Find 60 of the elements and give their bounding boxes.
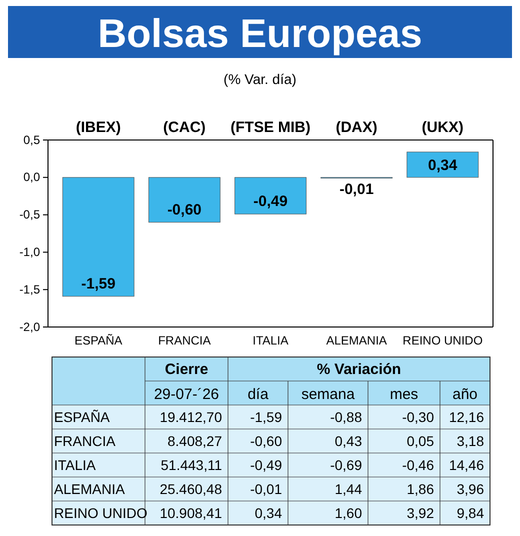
y-tick-label: -0,5 [19, 208, 40, 222]
category-label: REINO UNIDO [54, 505, 148, 521]
x-tick-label: ALEMANIA [326, 333, 387, 348]
text: 3,92 [406, 505, 434, 521]
text: 10.908,41 [160, 505, 222, 521]
category-label: ESPAÑA [54, 409, 110, 425]
text: (DAX) [336, 119, 378, 136]
data-label: -0,60 [167, 201, 202, 218]
text: -0,88 [330, 409, 362, 425]
category-label: ITALIA [54, 457, 96, 473]
category-label: 29-07-´26 [154, 386, 220, 403]
category-label: mes [390, 386, 418, 403]
text: Cierre [164, 361, 208, 378]
text: -0,60 [250, 433, 282, 449]
category-label: FRANCIA [54, 433, 116, 449]
y-tick-label: -1,0 [19, 245, 40, 260]
text: 0,05 [406, 433, 434, 449]
text: 3,96 [456, 481, 484, 497]
text: (UKX) [422, 119, 464, 136]
category-label: año [452, 386, 478, 403]
text: (CAC) [163, 119, 206, 136]
text: 8.408,27 [168, 433, 222, 449]
y-tick-label: 0,5 [23, 132, 40, 147]
text: 14,46 [448, 457, 484, 473]
text: -0,30 [402, 409, 434, 425]
text: 19.412,70 [160, 409, 222, 425]
y-tick-label: -2,0 [19, 320, 40, 334]
data-label: -1,59 [81, 275, 116, 292]
x-tick-label: FRANCIA [158, 333, 211, 348]
text: 51.443,11 [160, 457, 222, 473]
text: 1,86 [406, 481, 434, 497]
category-label: semana [301, 386, 356, 403]
y-tick-label: 0,0 [23, 170, 40, 184]
text: 0,34 [254, 505, 282, 521]
text: -0,69 [330, 457, 362, 473]
chart-title: Bolsas Europeas [98, 12, 422, 56]
text: 25.460,48 [160, 481, 222, 497]
data-label: -0,01 [339, 181, 374, 198]
text: (FTSE MIB) [230, 119, 310, 136]
text: % Variación [316, 361, 402, 378]
text: 1,60 [334, 505, 362, 521]
text: 1,44 [334, 481, 362, 497]
text: -0,49 [250, 457, 282, 473]
x-tick-label: ITALIA [252, 333, 288, 348]
x-tick-label: ESPAÑA [74, 333, 122, 348]
text: -0,46 [402, 457, 434, 473]
text: (IBEX) [76, 119, 121, 136]
text: 12,16 [448, 409, 484, 425]
y-tick-label: -1,5 [19, 282, 40, 296]
text: 3,18 [456, 433, 484, 449]
category-label: día [248, 386, 270, 403]
chart-subtitle: (% Var. día) [224, 71, 296, 87]
category-label: ALEMANIA [54, 481, 125, 497]
text: 0,43 [334, 433, 362, 449]
data-label: 0,34 [428, 156, 458, 174]
text: 9,84 [456, 505, 484, 521]
text: -0,01 [250, 481, 282, 497]
x-tick-label: REINO UNIDO [402, 333, 483, 348]
data-label: -0,49 [253, 193, 288, 210]
text: -1,59 [250, 409, 282, 425]
